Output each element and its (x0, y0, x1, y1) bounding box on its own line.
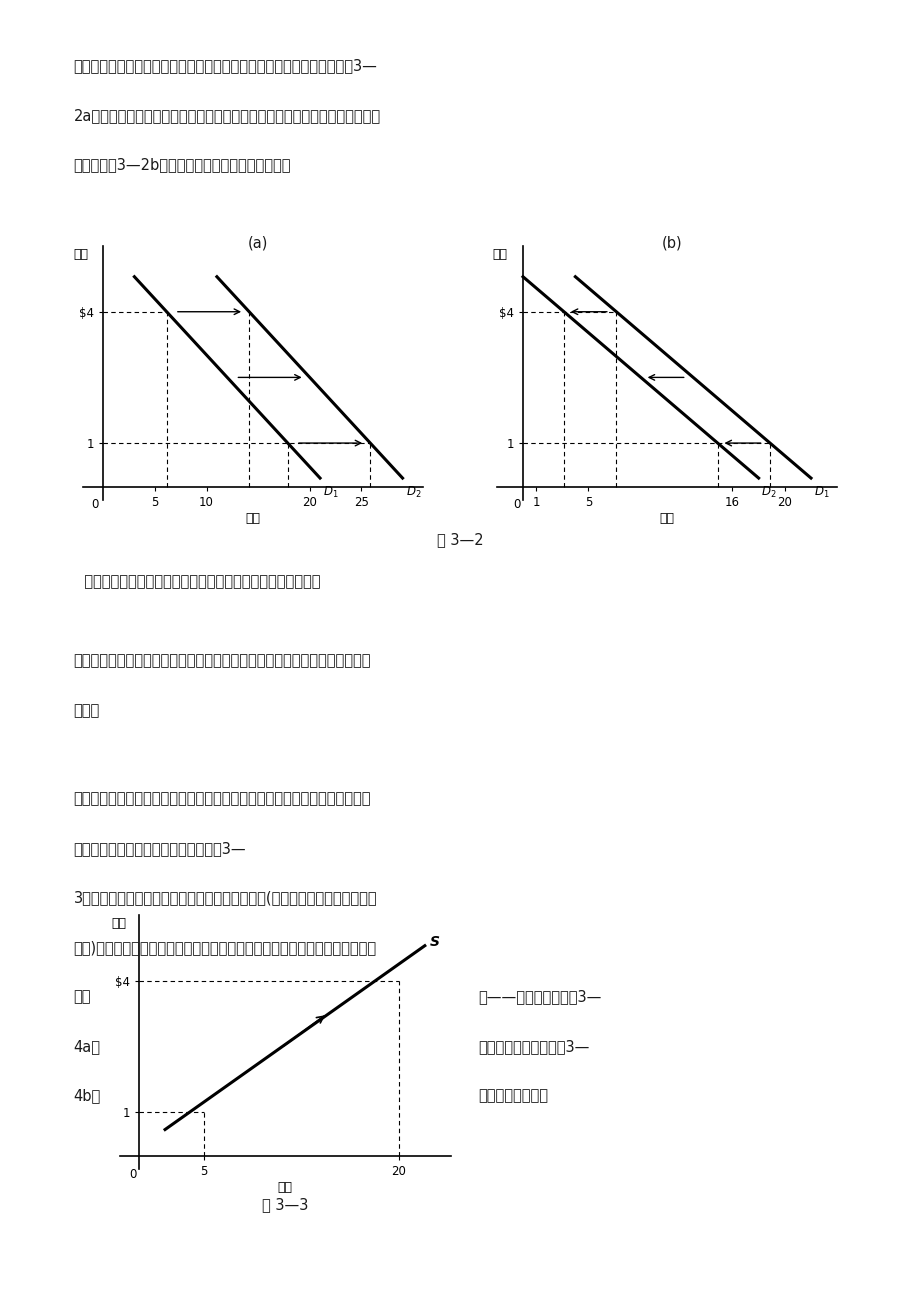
Text: 关系。: 关系。 (74, 703, 100, 717)
Text: 由于一项新研究表白该产品有益于健康，那么需求曲线会向右移动，如图3—: 由于一项新研究表白该产品有益于健康，那么需求曲线会向右移动，如图3— (74, 59, 377, 74)
Text: $D_2$: $D_2$ (405, 484, 421, 500)
Text: 2a所示。在所有价格水平下，需求更多了。由于有新的产品需求，所以需求发: 2a所示。在所有价格水平下，需求更多了。由于有新的产品需求，所以需求发 (74, 108, 380, 124)
X-axis label: 数量: 数量 (278, 1181, 292, 1194)
Text: $D_1$: $D_1$ (323, 484, 338, 500)
Text: 4a说: 4a说 (74, 1039, 100, 1053)
Text: S: S (429, 935, 439, 949)
Text: 价格: 价格 (111, 918, 126, 931)
Text: 明了供应的减少。: 明了供应的减少。 (478, 1088, 548, 1103)
Text: 3。但是，假如除了产品价格的其他因素发生改变(例如，投入的价格、技术或: 3。但是，假如除了产品价格的其他因素发生改变(例如，投入的价格、技术或 (74, 891, 377, 905)
Text: 0: 0 (129, 1168, 136, 1181)
Text: 生移: 生移 (74, 990, 91, 1004)
Text: 价格: 价格 (492, 249, 506, 262)
Text: 产品价格的变化会增长或减少人们乐意出售某产品的数量。我们可以通过沿着: 产品价格的变化会增长或减少人们乐意出售某产品的数量。我们可以通过沿着 (74, 792, 370, 806)
Text: 生改变。图3—2b说明了需求下降的需求曲线移动。: 生改变。图3—2b说明了需求下降的需求曲线移动。 (74, 158, 290, 173)
Text: $D_1$: $D_1$ (812, 484, 828, 500)
Text: 4b说: 4b说 (74, 1088, 101, 1103)
X-axis label: 数量: 数量 (659, 512, 674, 525)
Text: 0: 0 (91, 497, 98, 510)
Text: 图 3—2: 图 3—2 (437, 533, 482, 548)
Text: 供应曲线向上或向下移动来解释。见图3—: 供应曲线向上或向下移动来解释。见图3— (74, 841, 246, 855)
Text: 图 3—3: 图 3—3 (262, 1198, 308, 1212)
Text: 价格: 价格 (73, 249, 88, 262)
Text: (a): (a) (247, 236, 267, 251)
Text: 0: 0 (512, 497, 519, 510)
Text: 供应被定义为人们在任何价格水平乐意出售的产品数量。供应曲线说明了这一: 供应被定义为人们在任何价格水平乐意出售的产品数量。供应曲线说明了这一 (74, 654, 370, 668)
Text: 动——供应的变化。图3—: 动——供应的变化。图3— (478, 990, 601, 1004)
Text: 盼望)，这会改变人们在某一特定价格下乐意出售某产品的数量。供应曲线将发: 盼望)，这会改变人们在某一特定价格下乐意出售某产品的数量。供应曲线将发 (74, 940, 376, 954)
Text: 要点：我们同样区别沿着供应曲线的移动和供应曲线的移动。: 要点：我们同样区别沿着供应曲线的移动和供应曲线的移动。 (74, 574, 320, 590)
Text: (b): (b) (661, 236, 681, 251)
Text: $D_2$: $D_2$ (760, 484, 776, 500)
X-axis label: 数量: 数量 (245, 512, 260, 525)
Text: 明了供应的增长，而图3—: 明了供应的增长，而图3— (478, 1039, 589, 1053)
